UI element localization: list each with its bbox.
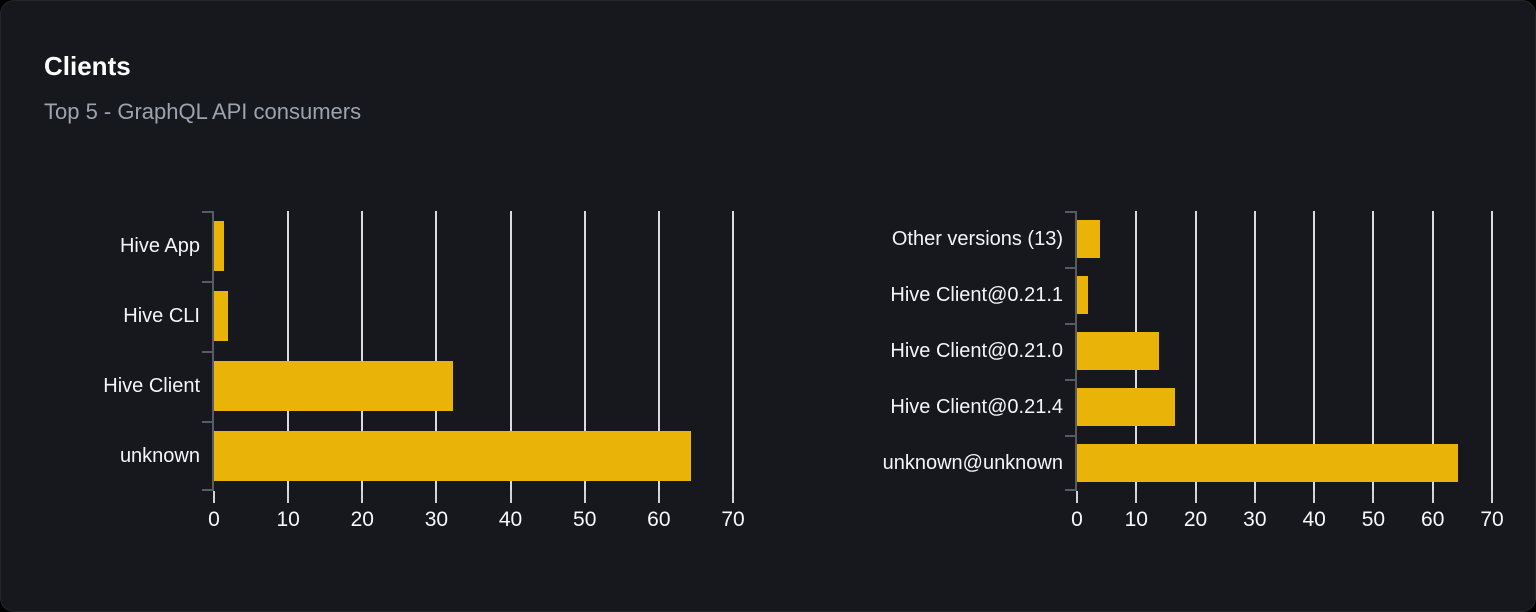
gridline — [1253, 211, 1256, 491]
gridline — [1194, 211, 1197, 491]
category-label: Other versions (13) — [891, 227, 1063, 250]
category-label: unknown — [119, 444, 200, 467]
bar[interactable] — [214, 431, 691, 481]
x-axis-tick-label: 10 — [1124, 508, 1148, 531]
x-axis-tick-label: 70 — [1480, 508, 1504, 531]
x-axis-tick — [1076, 491, 1078, 503]
x-axis-tick — [509, 491, 512, 503]
card-header: Clients Top 5 - GraphQL API consumers — [44, 50, 361, 126]
x-axis-tick — [1431, 491, 1434, 503]
page-title: Clients — [44, 51, 131, 81]
clients-by-version-chart: Other versions (13) Hive Client@0.21.1 Hiv… — [883, 211, 1504, 531]
x-axis-tick-label: 30 — [424, 508, 449, 531]
gridline — [1372, 211, 1375, 491]
y-axis-tick — [202, 211, 212, 213]
x-axis-tick — [1491, 491, 1493, 503]
category-label: Hive Client@0.21.0 — [890, 339, 1063, 362]
y-axis-tick — [1065, 379, 1075, 381]
bar[interactable] — [1077, 388, 1175, 426]
x-axis-tick-label: 50 — [573, 508, 597, 531]
gridline — [1491, 211, 1493, 491]
x-axis-tick — [732, 491, 734, 503]
category-label: Hive Client@0.21.4 — [890, 395, 1063, 418]
bar[interactable] — [1077, 276, 1088, 314]
x-axis-tick — [287, 491, 290, 503]
x-axis-tick — [1372, 491, 1375, 503]
bar[interactable] — [1077, 220, 1101, 258]
x-axis-tick — [213, 491, 215, 503]
clients-by-name-chart: Hive App Hive CLI Hive Client unknown 0 10 20 3… — [103, 211, 745, 531]
category-label: Hive Client — [103, 374, 200, 397]
bar[interactable] — [214, 361, 454, 411]
bar[interactable] — [214, 291, 229, 341]
x-axis-tick — [583, 491, 586, 503]
gridline — [435, 211, 438, 491]
gridline — [583, 211, 586, 491]
y-axis-tick — [1065, 435, 1075, 437]
x-axis-tick-label: 50 — [1361, 508, 1386, 531]
x-axis-tick — [657, 491, 660, 503]
bar[interactable] — [1077, 444, 1459, 482]
x-axis-tick-label: 20 — [1183, 508, 1208, 531]
gridline — [1313, 211, 1316, 491]
category-label: Hive App — [119, 234, 200, 257]
x-axis-tick-label: 60 — [647, 508, 671, 531]
x-axis-tick — [1194, 491, 1197, 503]
bar[interactable] — [214, 221, 224, 271]
x-axis-tick — [1313, 491, 1316, 503]
gridline — [287, 211, 290, 491]
x-axis-tick-label: 30 — [1243, 508, 1267, 531]
x-axis-tick — [1253, 491, 1256, 503]
gridline — [361, 211, 364, 491]
x-axis-tick-label: 20 — [350, 508, 374, 531]
y-axis-tick — [1065, 267, 1075, 269]
x-axis-tick — [361, 491, 364, 503]
y-axis-tick — [1065, 211, 1075, 213]
category-label: Hive Client@0.21.1 — [890, 283, 1063, 306]
y-axis-tick — [1065, 489, 1075, 491]
gridline — [509, 211, 512, 491]
x-axis-tick-label: 40 — [498, 508, 523, 531]
category-label: Hive CLI — [123, 304, 200, 327]
x-axis-tick-label: 10 — [276, 508, 300, 531]
gridline — [732, 211, 734, 491]
gridline — [1431, 211, 1434, 491]
bar[interactable] — [1077, 332, 1159, 370]
x-axis-tick-label: 0 — [1071, 508, 1083, 531]
x-axis-tick-label: 0 — [208, 508, 220, 531]
y-axis-tick — [1065, 323, 1075, 325]
y-axis-tick — [202, 421, 212, 423]
page-subtitle: Top 5 - GraphQL API consumers — [44, 99, 362, 124]
y-axis-tick — [202, 281, 212, 283]
y-axis-tick — [202, 351, 212, 353]
y-axis-tick — [202, 489, 212, 491]
category-label: unknown@unknown — [882, 451, 1063, 474]
x-axis-tick — [1135, 491, 1138, 503]
gridline — [657, 211, 660, 491]
x-axis-tick-label: 70 — [721, 508, 745, 531]
x-axis-tick — [435, 491, 438, 503]
x-axis-tick-label: 60 — [1421, 508, 1445, 531]
x-axis-tick-label: 40 — [1302, 508, 1326, 531]
